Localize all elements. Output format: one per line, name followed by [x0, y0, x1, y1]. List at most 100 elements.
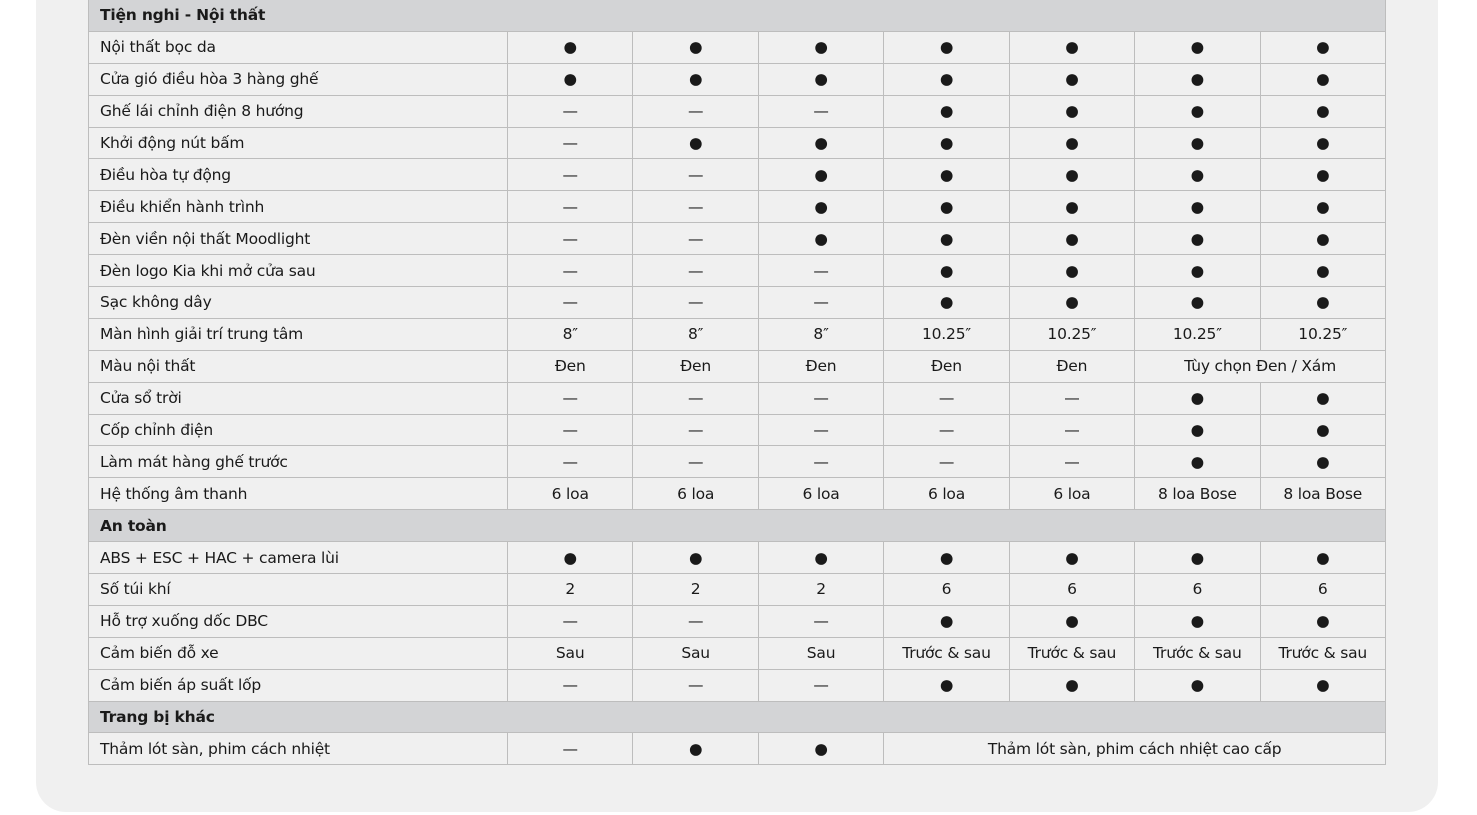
included-dot-icon: ● — [632, 30, 759, 64]
value-cell: 6 loa — [506, 477, 634, 511]
value-cell: Đen — [632, 349, 759, 383]
feature-label: Cốp chỉnh điện — [88, 413, 508, 447]
included-dot-icon: ● — [1134, 286, 1261, 319]
not-included-dash-icon: — — [632, 381, 759, 415]
feature-label: Cửa gió điều hòa 3 hàng ghế — [88, 62, 508, 96]
included-dot-icon: ● — [1259, 30, 1387, 64]
table-row: Hỗ trợ xuống dốc DBC — — — ● ● ● ● — [88, 604, 1387, 638]
included-dot-icon: ● — [757, 541, 885, 575]
included-dot-icon: ● — [1008, 190, 1136, 224]
included-dot-icon: ● — [883, 254, 1010, 288]
table-row: Màn hình giải trí trung tâm 8″ 8″ 8″ 10.25″ 1… — [88, 317, 1387, 351]
not-included-dash-icon: — — [506, 94, 634, 128]
value-cell: 2 — [632, 573, 759, 606]
table-row: Đèn logo Kia khi mở cửa sau — — — ● ● ● ● — [88, 254, 1387, 288]
not-included-dash-icon: — — [1008, 413, 1136, 447]
merged-value-cell: Thảm lót sàn, phim cách nhiệt cao cấp — [883, 732, 1386, 766]
included-dot-icon: ● — [1259, 541, 1387, 575]
included-dot-icon: ● — [757, 62, 885, 96]
spec-table: Tiện nghi - Nội thất Nội thất bọc da ● ● ● ● ●… — [88, 0, 1387, 766]
included-dot-icon: ● — [1008, 222, 1136, 256]
included-dot-icon: ● — [1134, 254, 1261, 288]
feature-label: Màu nội thất — [88, 349, 508, 383]
not-included-dash-icon: — — [757, 604, 885, 638]
table-row: Cửa sổ trời — — — — — ● ● — [88, 381, 1387, 415]
not-included-dash-icon: — — [1008, 381, 1136, 415]
value-cell: Trước & sau — [1259, 636, 1387, 670]
included-dot-icon: ● — [1134, 126, 1261, 160]
value-cell: Đen — [883, 349, 1010, 383]
not-included-dash-icon: — — [506, 254, 634, 288]
included-dot-icon: ● — [1008, 126, 1136, 160]
table-row: Ghế lái chỉnh điện 8 hướng — — — ● ● ● ● — [88, 94, 1387, 128]
feature-label: Làm mát hàng ghế trước — [88, 445, 508, 479]
feature-label: Đèn viền nội thất Moodlight — [88, 222, 508, 256]
value-cell: 8″ — [757, 317, 885, 351]
not-included-dash-icon: — — [883, 381, 1010, 415]
value-cell: Trước & sau — [883, 636, 1010, 670]
included-dot-icon: ● — [506, 62, 634, 96]
not-included-dash-icon: — — [506, 286, 634, 319]
table-row: Nội thất bọc da ● ● ● ● ● ● ● — [88, 30, 1387, 64]
not-included-dash-icon: — — [506, 158, 634, 192]
included-dot-icon: ● — [506, 30, 634, 64]
included-dot-icon: ● — [1259, 222, 1387, 256]
included-dot-icon: ● — [1259, 190, 1387, 224]
table-row: Điều hòa tự động — — ● ● ● ● ● — [88, 158, 1387, 192]
value-cell: 8″ — [632, 317, 759, 351]
table-row: Cảm biến áp suất lốp — — — ● ● ● ● — [88, 668, 1387, 702]
table-row: Đèn viền nội thất Moodlight — — ● ● ● ● ● — [88, 222, 1387, 256]
included-dot-icon: ● — [1259, 413, 1387, 447]
not-included-dash-icon: — — [506, 222, 634, 256]
value-cell: Đen — [1008, 349, 1136, 383]
not-included-dash-icon: — — [757, 94, 885, 128]
not-included-dash-icon: — — [632, 445, 759, 479]
not-included-dash-icon: — — [757, 445, 885, 479]
included-dot-icon: ● — [883, 94, 1010, 128]
included-dot-icon: ● — [1259, 126, 1387, 160]
section-title: Tiện nghi - Nội thất — [88, 0, 1386, 32]
table-row: Cốp chỉnh điện — — — — — ● ● — [88, 413, 1387, 447]
value-cell: 6 — [1259, 573, 1387, 606]
included-dot-icon: ● — [883, 30, 1010, 64]
included-dot-icon: ● — [1259, 286, 1387, 319]
not-included-dash-icon: — — [632, 286, 759, 319]
value-cell: 2 — [506, 573, 634, 606]
included-dot-icon: ● — [1259, 668, 1387, 702]
included-dot-icon: ● — [1134, 381, 1261, 415]
feature-label: Thảm lót sàn, phim cách nhiệt — [88, 732, 508, 766]
feature-label: Sạc không dây — [88, 286, 508, 319]
value-cell: 6 — [1008, 573, 1136, 606]
table-row: Cửa gió điều hòa 3 hàng ghế ● ● ● ● ● ● ● — [88, 62, 1387, 96]
value-cell: Trước & sau — [1008, 636, 1136, 670]
section-header: An toàn — [88, 509, 1386, 543]
included-dot-icon: ● — [883, 668, 1010, 702]
not-included-dash-icon: — — [506, 190, 634, 224]
table-row: Sạc không dây — — — ● ● ● ● — [88, 286, 1387, 319]
value-cell: 6 loa — [883, 477, 1010, 511]
included-dot-icon: ● — [1008, 604, 1136, 638]
value-cell: 10.25″ — [1008, 317, 1136, 351]
feature-label: Điều khiển hành trình — [88, 190, 508, 224]
included-dot-icon: ● — [757, 190, 885, 224]
included-dot-icon: ● — [506, 541, 634, 575]
feature-label: Nội thất bọc da — [88, 30, 508, 64]
table-row: Thảm lót sàn, phim cách nhiệt — ● ● Thảm lót… — [88, 732, 1386, 766]
included-dot-icon: ● — [1134, 222, 1261, 256]
included-dot-icon: ● — [883, 126, 1010, 160]
value-cell: Sau — [506, 636, 634, 670]
not-included-dash-icon: — — [757, 668, 885, 702]
not-included-dash-icon: — — [506, 604, 634, 638]
not-included-dash-icon: — — [632, 413, 759, 447]
table-row: Làm mát hàng ghế trước — — — — — ● ● — [88, 445, 1387, 479]
value-cell: 8 loa Bose — [1134, 477, 1261, 511]
not-included-dash-icon: — — [1008, 445, 1136, 479]
value-cell: Đen — [757, 349, 885, 383]
not-included-dash-icon: — — [757, 254, 885, 288]
not-included-dash-icon: — — [632, 158, 759, 192]
included-dot-icon: ● — [632, 62, 759, 96]
feature-label: Cảm biến đỗ xe — [88, 636, 508, 670]
included-dot-icon: ● — [757, 222, 885, 256]
feature-label: Hệ thống âm thanh — [88, 477, 508, 511]
section-header: Trang bị khác — [88, 700, 1386, 734]
